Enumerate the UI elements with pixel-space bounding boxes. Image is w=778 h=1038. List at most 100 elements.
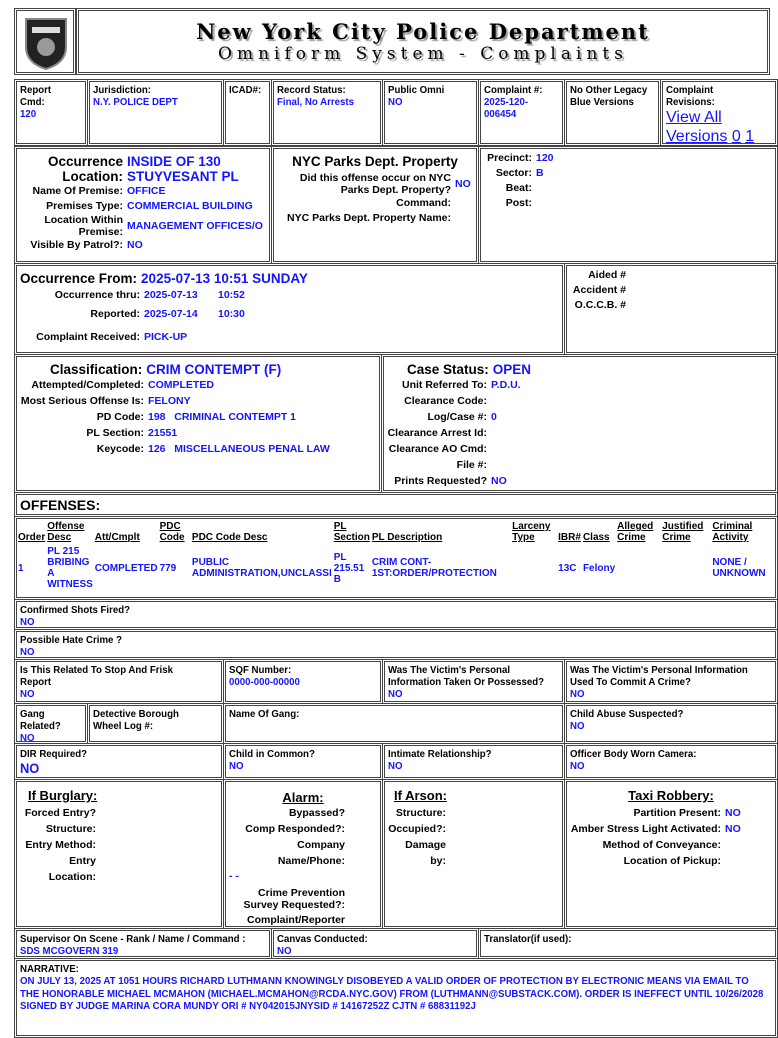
- value: INSIDE OF 130 STUYVESANT PL: [127, 154, 239, 184]
- value: NO: [570, 760, 585, 772]
- taxi-robbery-section: Taxi Robbery: Partition Present: NO Amber…: [564, 779, 778, 929]
- version-0-link[interactable]: 0: [731, 128, 741, 145]
- label: ICAD#:: [229, 84, 262, 96]
- label: File #:: [456, 459, 487, 471]
- value: 120: [536, 152, 554, 164]
- page-title: New York City Police Department: [196, 19, 650, 44]
- value: NO: [20, 616, 35, 628]
- parks-property: NYC Parks Dept. Property Did this offens…: [271, 146, 479, 264]
- label: Complaint #:: [484, 84, 543, 96]
- classification: Classification: CRIM CONTEMPT (F) Attempt…: [14, 354, 382, 493]
- value: 10:52: [218, 289, 245, 301]
- label: SQF Number:: [229, 664, 292, 676]
- label: Occurrence Location:: [47, 154, 123, 184]
- offenses-table: Order Offense Desc Att/Cmplt PDC Code PDC Co…: [14, 516, 778, 600]
- label: PL Section:: [86, 427, 144, 439]
- label: Aided #: [588, 269, 626, 281]
- version-1-link[interactable]: 1: [745, 128, 755, 145]
- page-subtitle: Omniform System - Complaints: [218, 44, 628, 64]
- label: Structure:: [45, 823, 96, 835]
- child-abuse-suspected: Child Abuse Suspected? NO: [564, 703, 778, 744]
- burglary-section: If Burglary: Forced Entry? Structure: En…: [14, 779, 224, 929]
- value: FELONY: [148, 395, 191, 407]
- table-cell: [616, 543, 661, 593]
- view-all-versions-link[interactable]: View All Versions: [666, 109, 728, 145]
- label: Post:: [505, 197, 532, 209]
- label: Public Omni: [388, 84, 445, 96]
- complaint-revisions: Complaint Revisions: View All Versions 0…: [660, 79, 778, 146]
- label: Location Within Premise:: [44, 214, 123, 238]
- label: Log/Case #:: [427, 411, 487, 423]
- victim-info-taken: Was The Victim's Personal Information Ta…: [382, 659, 565, 704]
- value: NO: [388, 688, 403, 700]
- label: Officer Body Worn Camera:: [570, 748, 697, 760]
- label: Entry Method:: [25, 839, 96, 851]
- value: NO: [20, 646, 35, 658]
- value: COMPLETED: [148, 379, 214, 391]
- value: SDS MCGOVERN 319: [20, 945, 119, 957]
- label: Gang Related?: [20, 708, 61, 732]
- label: Sector:: [495, 167, 532, 179]
- label: Jurisdiction:: [93, 84, 151, 96]
- label: Report Cmd:: [20, 84, 52, 108]
- value: PICK-UP: [144, 331, 188, 343]
- label: Child Abuse Suspected?: [570, 708, 684, 720]
- label: Did this offense occur on NYC Parks Dept…: [299, 172, 451, 196]
- record-status: Record Status: Final, No Arrests: [271, 79, 383, 146]
- table-header-row: Order Offense Desc Att/Cmplt PDC Code PDC Co…: [17, 521, 775, 543]
- label: Child in Common?: [229, 748, 315, 760]
- value: 120: [20, 108, 37, 120]
- label: NYC Parks Dept. Property Name:: [287, 212, 451, 224]
- value: NO: [229, 760, 244, 772]
- section-title: Taxi Robbery:: [628, 788, 714, 803]
- value: 2025-07-13 10:51 SUNDAY: [141, 271, 308, 286]
- value: NO: [20, 760, 40, 776]
- report-cmd: Report Cmd: 120: [14, 79, 88, 146]
- narrative-text: ON JULY 13, 2025 AT 1051 HOURS RICHARD L…: [20, 975, 764, 1012]
- label: Location of Pickup:: [623, 855, 721, 867]
- column-header: Class: [582, 532, 610, 543]
- occurrence-dates: Occurrence From: 2025-07-13 10:51 SUNDAY …: [14, 263, 565, 355]
- value: NO: [491, 475, 507, 487]
- label: Canvas Conducted:: [277, 933, 368, 945]
- value: COMMERCIAL BUILDING: [127, 200, 253, 212]
- value: B: [536, 167, 544, 179]
- label: Complaint Received:: [36, 331, 140, 343]
- value: NO: [725, 823, 741, 835]
- value: 0: [491, 411, 497, 423]
- intimate-relationship: Intimate Relationship? NO: [382, 743, 565, 780]
- value: Final, No Arrests: [277, 96, 354, 108]
- label: Bypassed?: [288, 807, 345, 819]
- label: Clearance AO Cmd:: [388, 443, 487, 455]
- column-header: Criminal Activity: [712, 521, 753, 543]
- label: Reported:: [90, 308, 140, 320]
- label: No Other Legacy Blue Versions: [570, 84, 648, 108]
- value: OFFICE: [127, 185, 166, 197]
- label: Unit Referred To:: [402, 379, 487, 391]
- label: Damage by:: [405, 839, 446, 867]
- possible-hate-crime: Possible Hate Crime ? NO: [14, 629, 778, 660]
- label: Structure:: [395, 807, 446, 819]
- value: NO: [570, 688, 585, 700]
- table-cell: 1: [18, 562, 24, 574]
- column-header: PL Section: [333, 521, 370, 543]
- section-title: NYC Parks Dept. Property: [292, 154, 458, 169]
- table-cell: Felony: [582, 562, 616, 574]
- arson-section: If Arson: Structure: Occupied?: Damage b…: [382, 779, 565, 929]
- label: Translator(if used):: [484, 933, 572, 945]
- label: Classification:: [50, 362, 143, 377]
- label: Complaint/Reporter Present?:: [246, 914, 345, 926]
- logo-box: [14, 8, 76, 75]
- label: Occupied?:: [388, 823, 446, 835]
- dir-required: DIR Required? NO: [14, 743, 224, 780]
- column-header: Att/Cmplt: [94, 532, 140, 543]
- victim-info-used: Was The Victim's Personal Information Us…: [564, 659, 778, 704]
- column-header: Alleged Crime: [617, 521, 654, 543]
- label: Was The Victim's Personal Information Us…: [570, 664, 748, 688]
- value: NO: [725, 807, 741, 819]
- label: Company Name/Phone:: [277, 839, 345, 867]
- value: NO: [455, 178, 471, 190]
- legacy-versions: No Other Legacy Blue Versions: [564, 79, 661, 146]
- value: 10:30: [218, 308, 245, 320]
- label: Name Of Premise:: [32, 185, 123, 197]
